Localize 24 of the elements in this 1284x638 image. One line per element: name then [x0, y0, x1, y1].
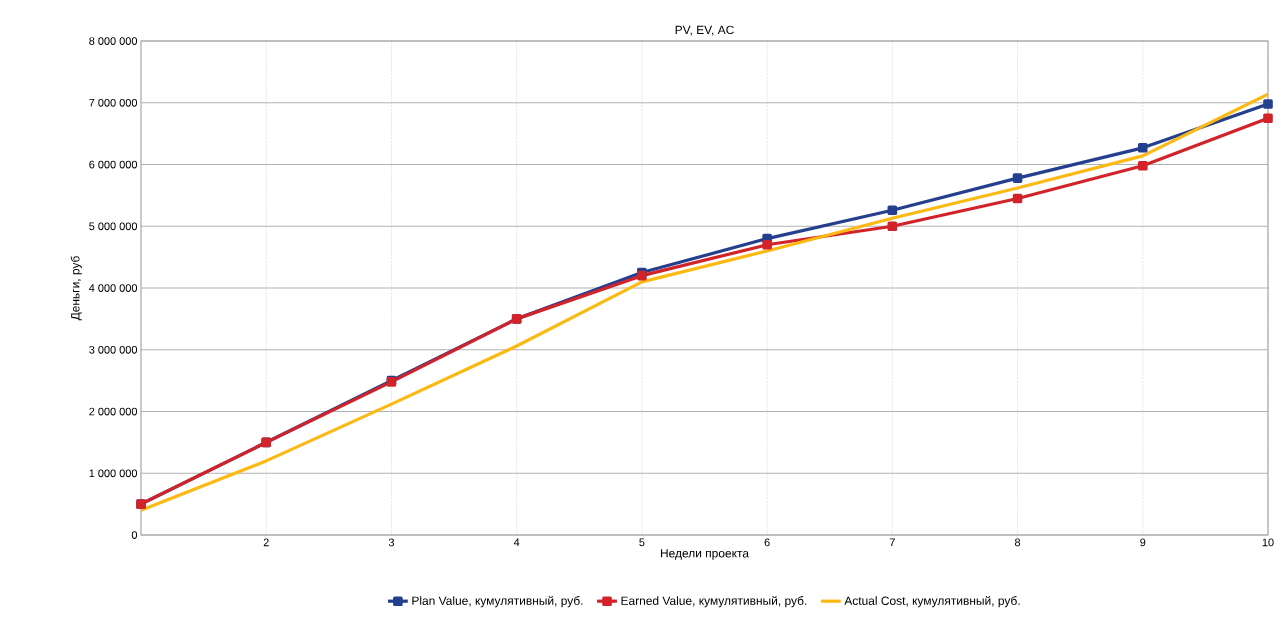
- x-axis-title: Недели проекта: [660, 549, 749, 560]
- y-tick-label: 2 000 000: [89, 407, 138, 416]
- x-tick-label: 8: [1014, 538, 1021, 547]
- y-tick-label: 1 000 000: [89, 469, 138, 478]
- y-tick-label: 5 000 000: [89, 222, 138, 231]
- chart-title: PV, EV, AC: [675, 25, 734, 36]
- y-tick-label: 0: [131, 531, 138, 539]
- x-tick-label: 4: [513, 538, 520, 547]
- x-tick-label: 6: [764, 538, 770, 547]
- y-tick-label: 8 000 000: [89, 37, 138, 45]
- y-tick-label: 7 000 000: [89, 98, 138, 107]
- x-tick-label: 3: [388, 538, 395, 547]
- x-tick-label: 5: [639, 538, 645, 547]
- y-tick-label: 6 000 000: [89, 160, 138, 169]
- y-tick-label: 4 000 000: [88, 284, 138, 292]
- y-axis-title: Деньги, руб: [70, 256, 82, 321]
- x-tick-label: 9: [1140, 538, 1146, 547]
- y-tick-label: 3 000 000: [89, 345, 138, 354]
- legend-label: Earned Value, кумулятивный, руб.: [621, 595, 807, 608]
- x-tick-label: 7: [889, 538, 895, 547]
- x-tick-label: 10: [1262, 538, 1274, 547]
- legend-label: Actual Cost, кумулятивный, руб.: [844, 595, 1020, 608]
- x-tick-label: 2: [263, 538, 269, 547]
- legend-label: Plan Value, кумулятивный, руб.: [412, 595, 583, 608]
